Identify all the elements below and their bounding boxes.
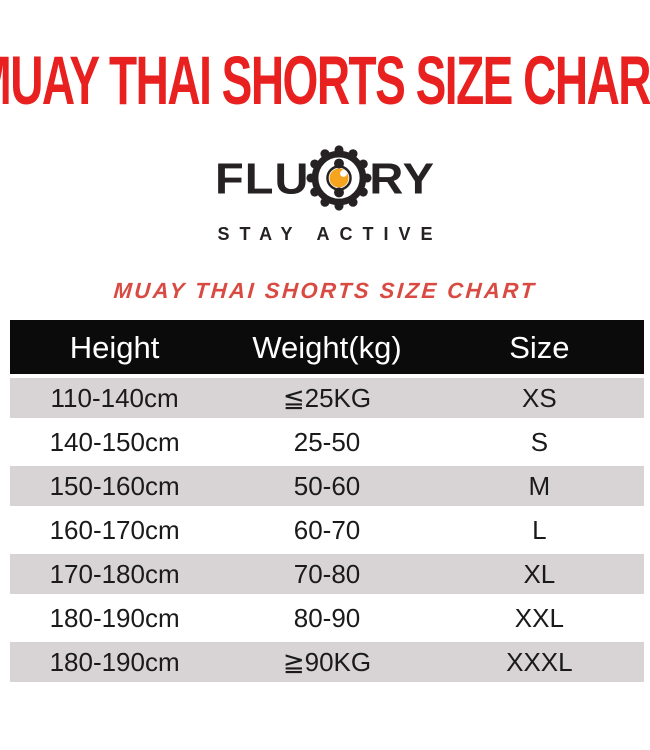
header-weight: Weight(kg) bbox=[252, 329, 402, 365]
header-size: Size bbox=[509, 329, 570, 365]
cell-height: 140-150cm bbox=[49, 427, 180, 457]
page-title: MUAY THAI SHORTS SIZE CHART bbox=[0, 46, 650, 115]
cell-height: 180-190cm bbox=[49, 647, 180, 677]
cell-size: XS bbox=[522, 383, 557, 413]
cell-size: L bbox=[532, 515, 547, 545]
table-row: 180-190cm ≧90KG XXXL bbox=[10, 640, 644, 684]
cell-height: 150-160cm bbox=[49, 471, 180, 501]
size-chart-table: Height Weight(kg) Size 110-140cm ≦25KG X… bbox=[10, 320, 644, 684]
cell-weight: 50-60 bbox=[293, 471, 361, 501]
cell-weight: ≧90KG bbox=[282, 647, 372, 677]
cell-weight: 70-80 bbox=[293, 559, 361, 589]
gear-o-icon bbox=[306, 145, 372, 211]
table-header-row: Height Weight(kg) Size bbox=[10, 320, 644, 374]
table-row: 180-190cm 80-90 XXL bbox=[10, 596, 644, 640]
cell-weight: 60-70 bbox=[293, 515, 361, 545]
table-row: 140-150cm 25-50 S bbox=[10, 420, 644, 464]
table-row: 160-170cm 60-70 L bbox=[10, 508, 644, 552]
brand-text-left: FLU bbox=[215, 153, 310, 203]
cell-size: XL bbox=[523, 559, 556, 589]
cell-weight: 25-50 bbox=[293, 427, 361, 457]
page-title-text: MUAY THAI SHORTS SIZE CHART bbox=[0, 41, 650, 119]
chart-subtitle: MUAY THAI SHORTS SIZE CHART bbox=[112, 278, 538, 303]
cell-size: XXL bbox=[514, 603, 564, 633]
brand-tagline: STAY ACTIVE bbox=[217, 224, 443, 244]
table-row: 110-140cm ≦25KG XS bbox=[10, 376, 644, 420]
header-height: Height bbox=[69, 329, 160, 365]
brand-logo: FLU bbox=[0, 140, 650, 244]
cell-height: 170-180cm bbox=[49, 559, 180, 589]
cell-weight: ≦25KG bbox=[282, 383, 372, 413]
brand-wordmark: FLU bbox=[215, 140, 435, 216]
table-row: 150-160cm 50-60 M bbox=[10, 464, 644, 508]
table-row: 170-180cm 70-80 XL bbox=[10, 552, 644, 596]
cell-size: S bbox=[530, 427, 549, 457]
size-chart-page: MUAY THAI SHORTS SIZE CHART FLU bbox=[0, 46, 650, 684]
cell-height: 160-170cm bbox=[49, 515, 180, 545]
cell-height: 180-190cm bbox=[49, 603, 180, 633]
cell-height: 110-140cm bbox=[50, 383, 179, 413]
cell-size: M bbox=[528, 471, 551, 501]
cell-size: XXXL bbox=[506, 647, 573, 677]
cell-weight: 80-90 bbox=[293, 603, 361, 633]
brand-text-right: RY bbox=[369, 153, 435, 203]
